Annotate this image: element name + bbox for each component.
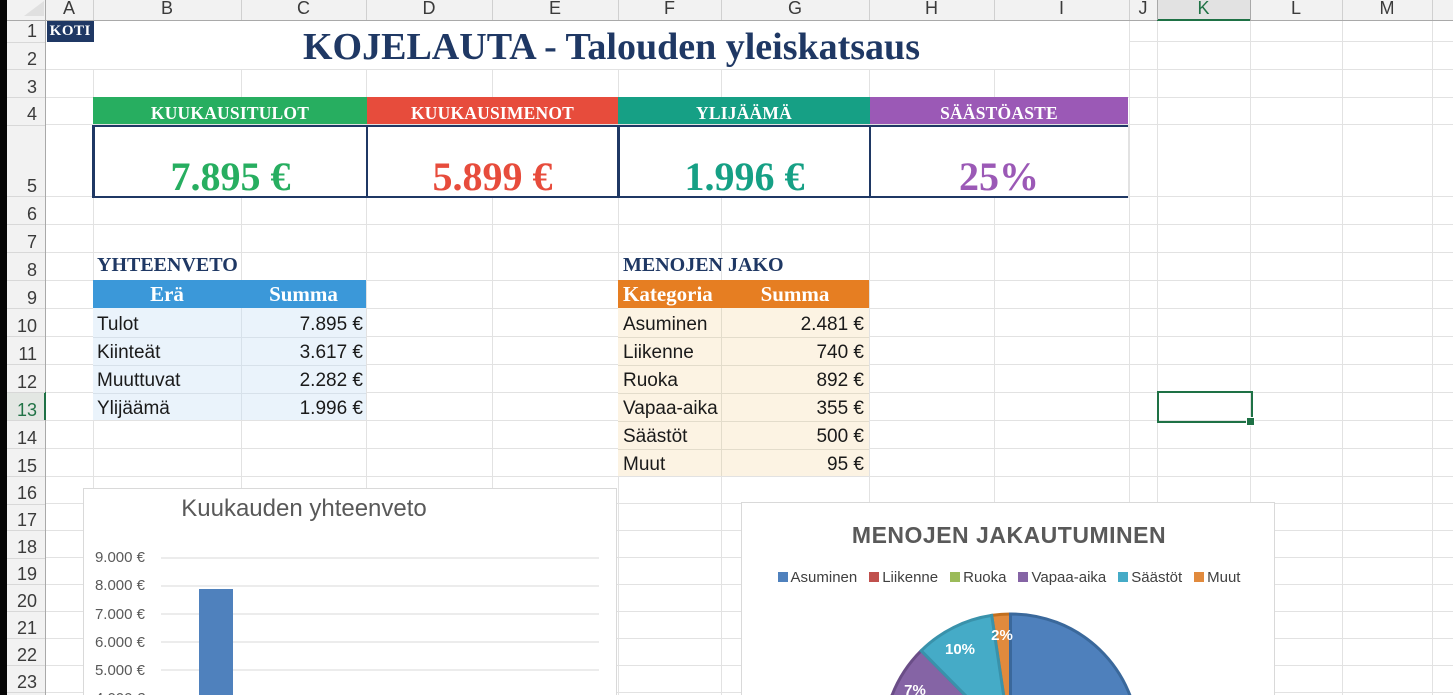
svg-text:2%: 2% (991, 627, 1013, 644)
svg-text:10%: 10% (945, 641, 975, 658)
svg-text:7%: 7% (904, 682, 926, 695)
